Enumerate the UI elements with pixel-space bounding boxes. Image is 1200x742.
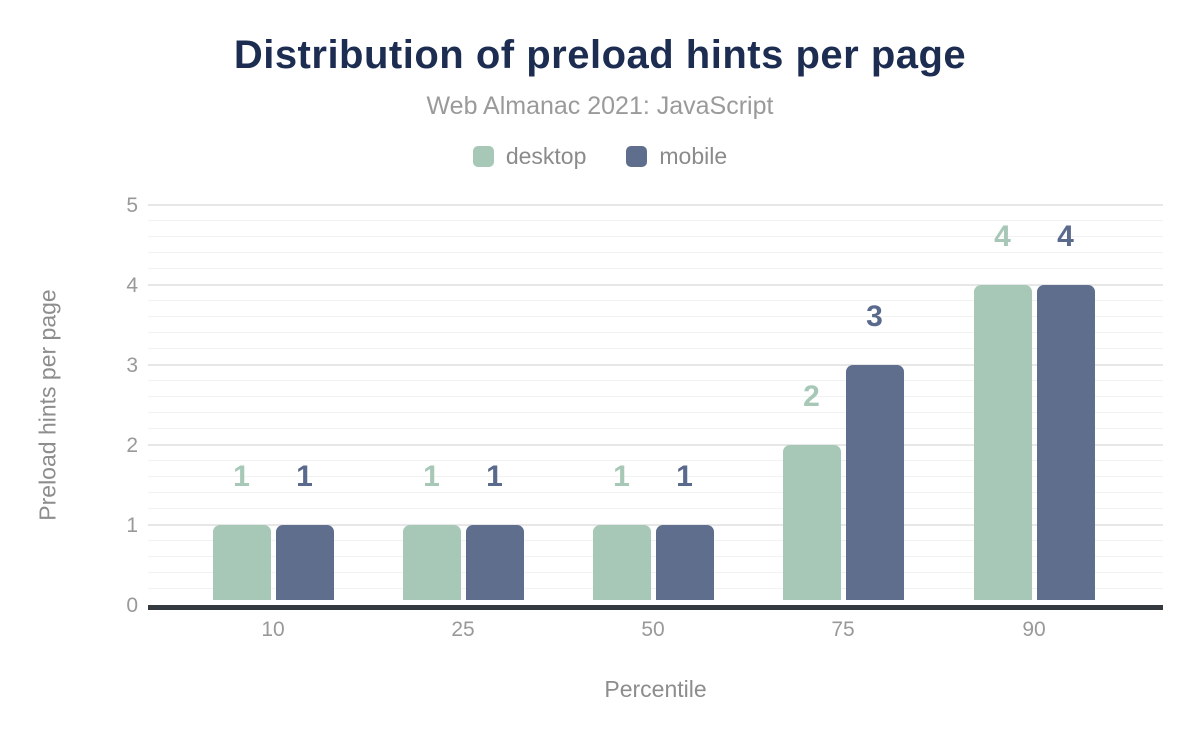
bar-desktop-p90[interactable]	[973, 285, 1032, 600]
bar-value-label-desktop-p25: 1	[423, 460, 440, 493]
bar-desktop-p75[interactable]	[782, 445, 841, 600]
legend: desktop mobile	[0, 143, 1200, 170]
y-tick-label: 2	[126, 434, 138, 457]
y-tick-label: 1	[126, 514, 138, 537]
bar-value-label-mobile-p50: 1	[676, 460, 693, 493]
minor-gridline	[148, 268, 1163, 269]
legend-swatch-mobile-icon	[626, 146, 648, 167]
minor-gridline	[148, 492, 1163, 493]
minor-gridline	[148, 332, 1163, 333]
major-gridline	[148, 204, 1163, 206]
x-tick-label-25: 25	[451, 618, 475, 641]
x-axis-line	[148, 605, 1163, 610]
minor-gridline	[148, 380, 1163, 381]
legend-label-desktop: desktop	[505, 143, 587, 169]
bar-value-label-desktop-p10: 1	[233, 460, 250, 493]
bar-mobile-p10[interactable]	[275, 525, 334, 600]
legend-swatch-desktop-icon	[472, 146, 494, 167]
bar-value-label-mobile-p75: 3	[866, 300, 883, 333]
minor-gridline	[148, 396, 1163, 397]
minor-gridline	[148, 316, 1163, 317]
minor-gridline	[148, 348, 1163, 349]
major-gridline	[148, 444, 1163, 446]
y-tick-label: 4	[126, 274, 138, 297]
bar-desktop-p10[interactable]	[212, 525, 271, 600]
minor-gridline	[148, 508, 1163, 509]
bar-mobile-p75[interactable]	[845, 365, 904, 600]
legend-item-mobile[interactable]: mobile	[626, 143, 727, 170]
bar-value-label-desktop-p90: 4	[994, 220, 1011, 253]
minor-gridline	[148, 252, 1163, 253]
bar-value-label-mobile-p90: 4	[1057, 220, 1074, 253]
bar-desktop-p50[interactable]	[592, 525, 651, 600]
x-tick-label-90: 90	[1022, 618, 1046, 641]
chart-subtitle: Web Almanac 2021: JavaScript	[426, 92, 774, 120]
bar-mobile-p25[interactable]	[465, 525, 524, 600]
minor-gridline	[148, 412, 1163, 413]
x-tick-label-75: 75	[831, 618, 855, 641]
bar-value-label-desktop-p75: 2	[803, 380, 820, 413]
chart-title: Distribution of preload hints per page	[233, 33, 967, 77]
minor-gridline	[148, 428, 1163, 429]
x-tick-label-50: 50	[641, 618, 665, 641]
bar-mobile-p50[interactable]	[655, 525, 714, 600]
minor-gridline	[148, 236, 1163, 237]
bar-desktop-p25[interactable]	[402, 525, 461, 600]
y-axis-title: Preload hints per page	[34, 289, 61, 521]
legend-item-desktop[interactable]: desktop	[472, 143, 587, 170]
minor-gridline	[148, 460, 1163, 461]
minor-gridline	[148, 220, 1163, 221]
minor-gridline	[148, 300, 1163, 301]
major-gridline	[148, 364, 1163, 366]
minor-gridline	[148, 476, 1163, 477]
bar-mobile-p90[interactable]	[1036, 285, 1095, 600]
bar-value-label-mobile-p10: 1	[296, 460, 313, 493]
major-gridline	[148, 284, 1163, 286]
y-tick-label: 0	[126, 594, 138, 617]
major-gridline	[148, 524, 1163, 526]
legend-label-mobile: mobile	[659, 143, 728, 169]
bar-value-label-mobile-p25: 1	[486, 460, 503, 493]
x-axis-title: Percentile	[604, 676, 707, 702]
x-tick-label-10: 10	[261, 618, 285, 641]
bar-value-label-desktop-p50: 1	[613, 460, 630, 493]
y-tick-label: 5	[126, 194, 138, 217]
y-tick-label: 3	[126, 354, 138, 377]
